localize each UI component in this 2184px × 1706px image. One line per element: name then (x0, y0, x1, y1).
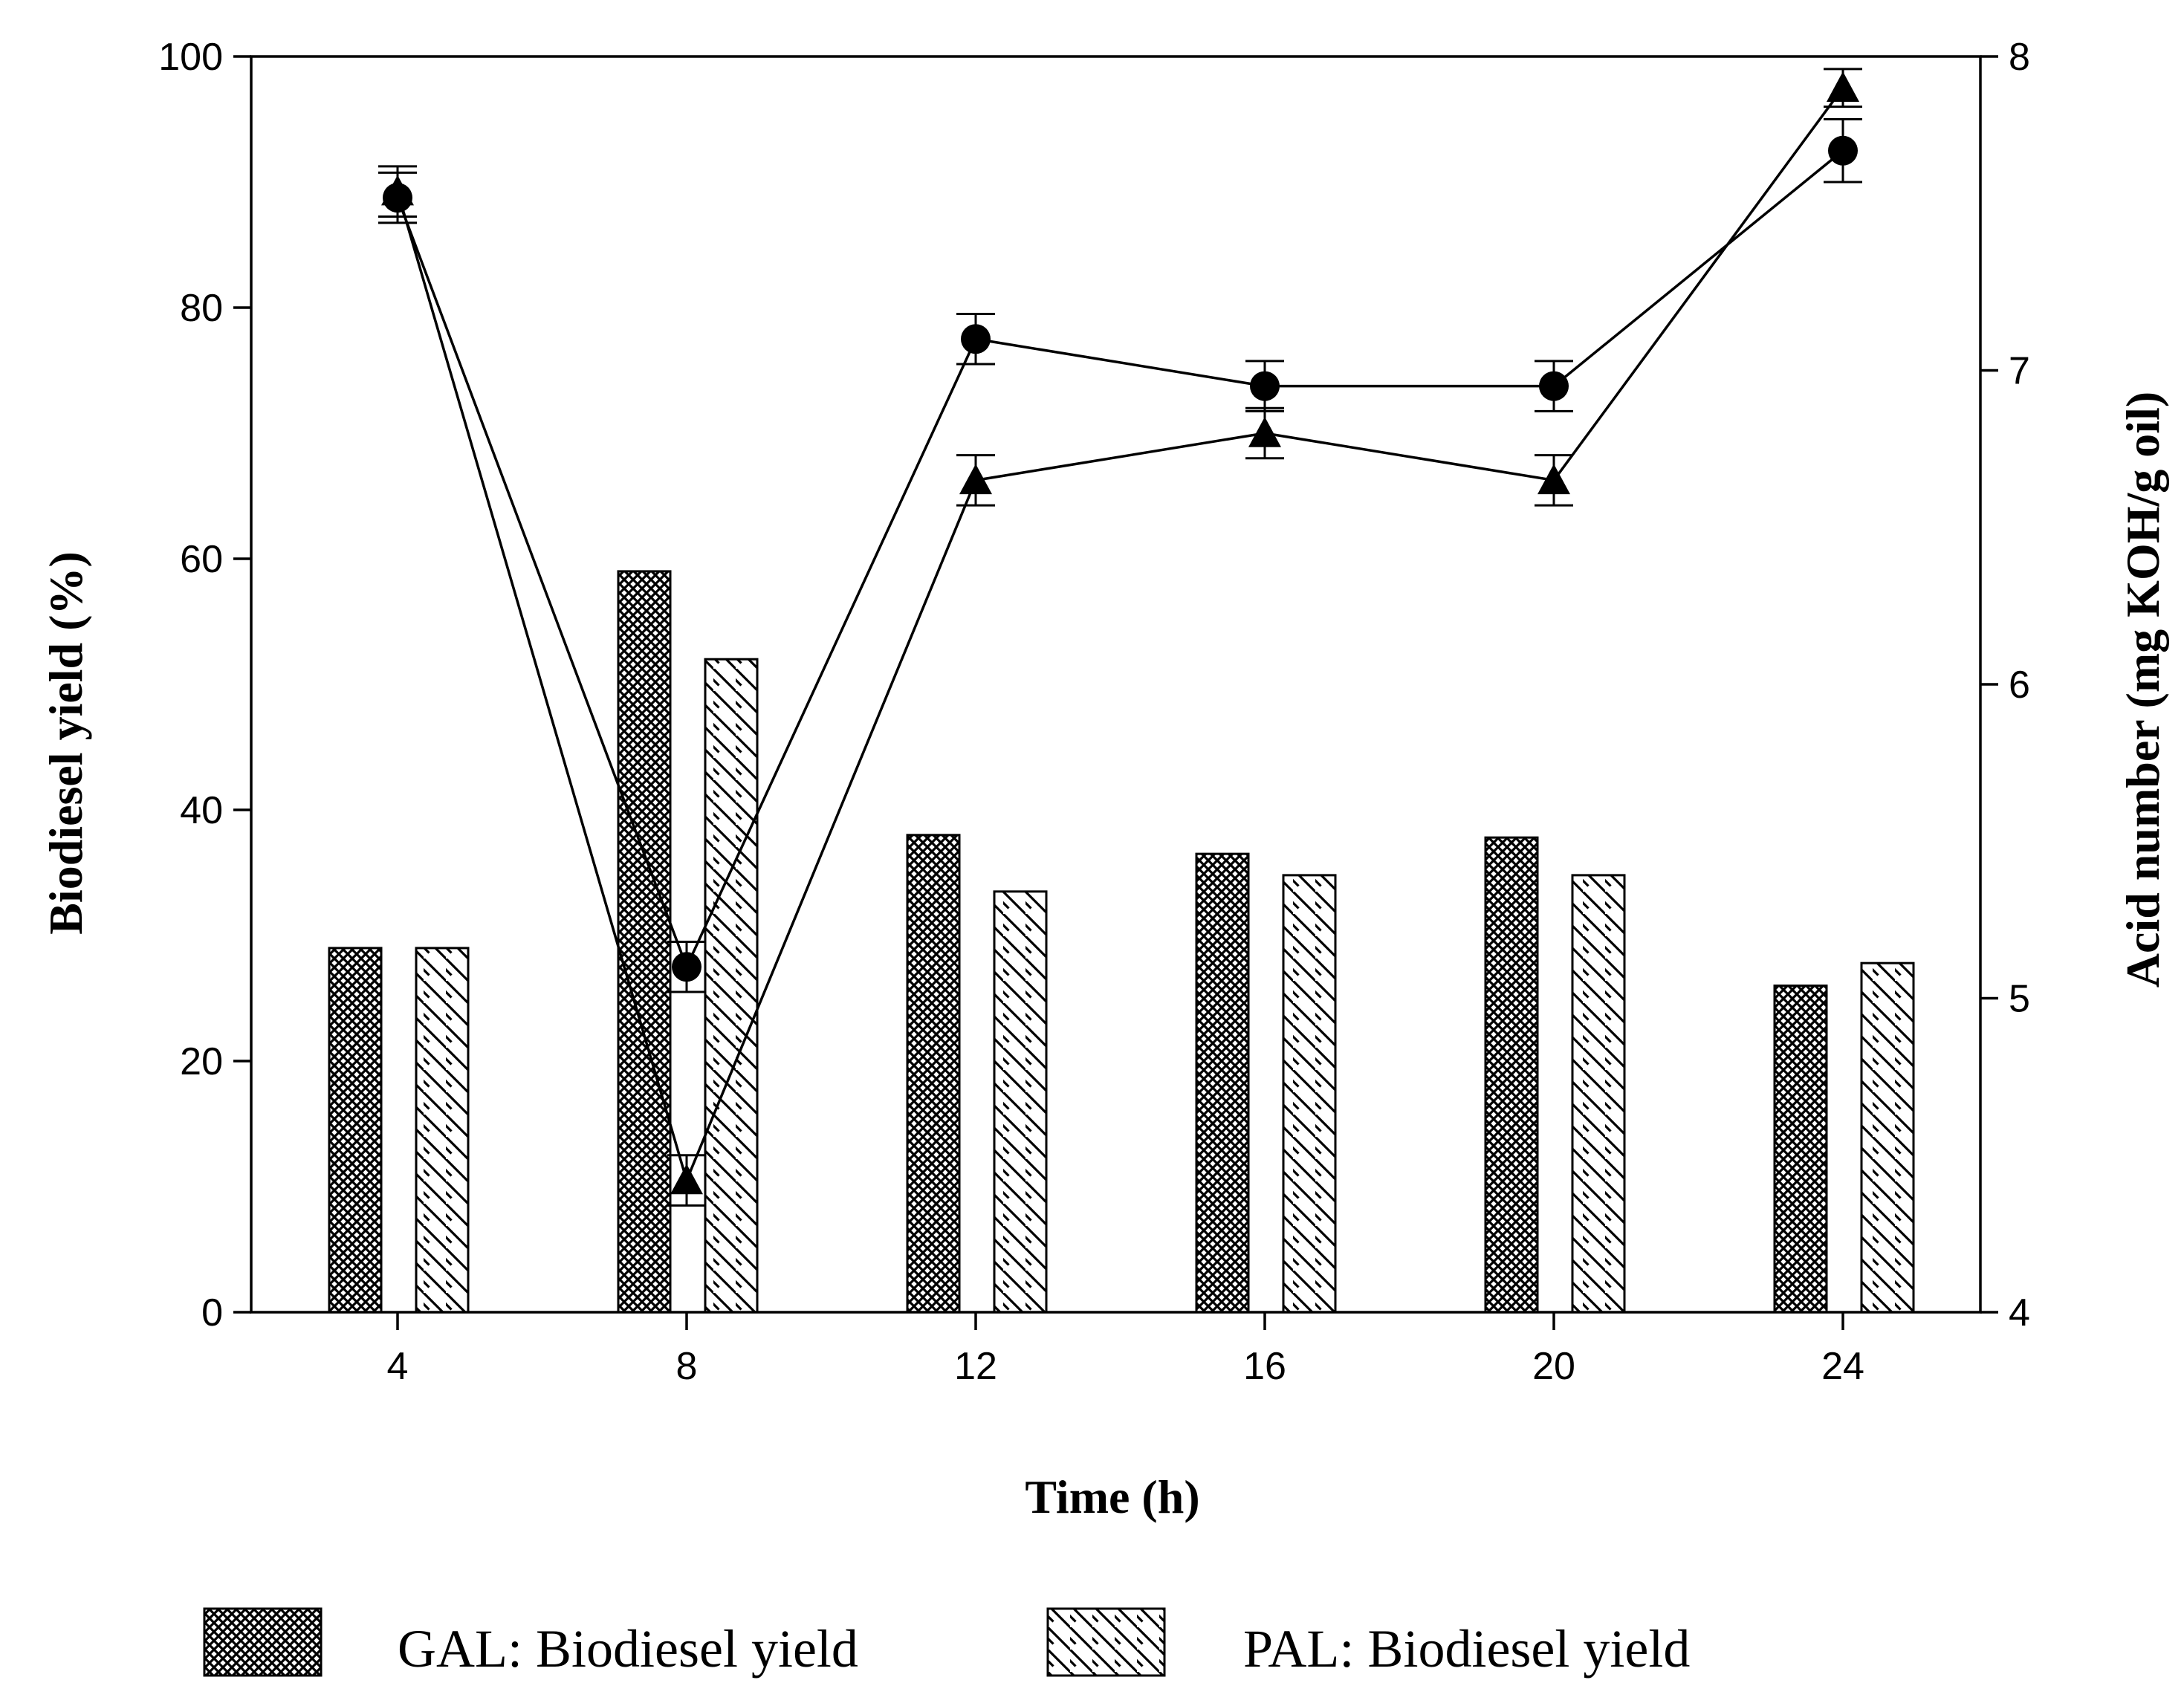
y2-tick-label: 5 (2009, 978, 2030, 1021)
y-tick-label: 100 (158, 36, 223, 79)
data-point-circle (1828, 135, 1858, 166)
y-tick-label: 0 (201, 1291, 223, 1334)
data-point-circle (1250, 371, 1280, 401)
data-point-triangle (670, 1164, 703, 1195)
lines-layer (378, 68, 1862, 1207)
bar-gal (1195, 852, 1250, 1314)
line-triangle-series (396, 87, 1844, 1184)
plot-frame (250, 55, 1982, 1314)
bar-pal (1282, 874, 1337, 1314)
y2-tick-label: 6 (2009, 664, 2030, 707)
y2-tick-label: 4 (2009, 1291, 2030, 1334)
y-axis-title: Biodiesel yield (%) (39, 551, 92, 935)
data-point-triangle (1537, 464, 1570, 495)
x-tick-label: 4 (387, 1345, 409, 1388)
y2-tick-label: 8 (2009, 36, 2030, 79)
legend-swatch-gal (203, 1607, 323, 1677)
x-tick-label: 16 (1243, 1345, 1286, 1388)
data-point-circle (1539, 371, 1569, 401)
data-point-triangle (1248, 417, 1281, 447)
bar-pal (415, 947, 470, 1314)
bar-pal (704, 658, 759, 1314)
bar-gal (1773, 985, 1828, 1314)
bars-layer (328, 570, 1915, 1314)
data-point-triangle (381, 175, 414, 206)
axes-layer: 0 20 40 60 80 100 4 5 6 7 8 4 8 12 16 20 24 (158, 36, 2030, 1388)
legend-label-gal: GAL: Biodiesel yield (398, 1619, 858, 1679)
x-tick-label: 24 (1821, 1345, 1864, 1388)
x-axis-title: Time (h) (1025, 1470, 1199, 1523)
y-tick-label: 60 (180, 538, 223, 581)
y-tick-label: 80 (180, 287, 223, 330)
bar-gal (1484, 836, 1539, 1314)
data-point-triangle (959, 464, 992, 495)
bar-pal (1571, 874, 1626, 1314)
bar-pal (993, 890, 1048, 1314)
y-tick-label: 20 (180, 1040, 223, 1083)
y2-axis-title: Acid number (mg KOH/g oil) (2116, 392, 2169, 987)
data-point-circle (672, 952, 701, 982)
line-circle-series (396, 149, 1844, 970)
y2-tick-label: 7 (2009, 350, 2030, 393)
data-point-triangle (1827, 71, 1859, 102)
legend-label-pal: PAL: Biodiesel yield (1243, 1619, 1690, 1679)
bar-pal (1860, 961, 1915, 1314)
y-tick-label: 40 (180, 789, 223, 832)
bar-gal (328, 947, 383, 1314)
x-tick-label: 20 (1532, 1345, 1575, 1388)
data-point-circle (961, 324, 991, 354)
legend: GAL: Biodiesel yield PAL: Biodiesel yield (203, 1607, 1690, 1679)
bar-gal (906, 834, 961, 1314)
legend-swatch-pal (1046, 1607, 1166, 1677)
bar-gal (617, 570, 672, 1314)
x-tick-label: 8 (676, 1345, 698, 1388)
x-tick-label: 12 (954, 1345, 997, 1388)
